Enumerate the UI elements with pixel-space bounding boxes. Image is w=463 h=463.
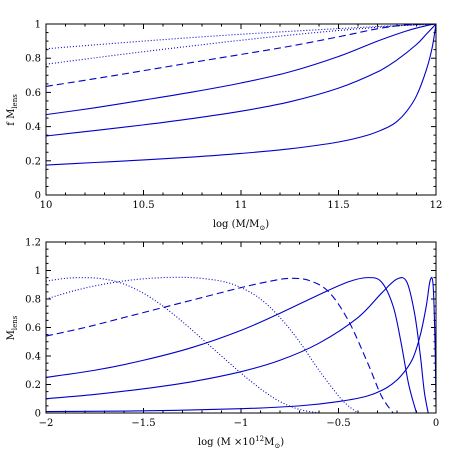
bottom-chart: −2 −1.5 −1 −0.5 0 0 0.2 0.4 0.6 0.8 1 1.2 log (M ×1… [6, 238, 439, 451]
top-chart-xlabel: log (M/M⊙) [213, 219, 269, 232]
bottom-chart-xtick-label: −1 [234, 418, 249, 429]
top-chart-series [45, 23, 437, 166]
bottom-chart-ylabel: Mlens [6, 315, 19, 340]
bottom-chart-ytick-label: 0.4 [25, 352, 41, 363]
bottom-chart-xtick-label: −2 [39, 418, 54, 429]
bottom-chart-series-line-3 [45, 277, 394, 414]
top-chart-series-line-4 [45, 23, 437, 116]
bottom-chart-xtick-label: −1.5 [131, 418, 155, 429]
top-chart-xtick-label: 11.5 [327, 200, 349, 211]
bottom-chart-xtick-label: 0 [433, 418, 439, 429]
bottom-chart-ytick-label: 1 [35, 266, 41, 277]
bottom-chart-ytick-label: 0.8 [25, 295, 41, 306]
top-chart-series-line-6 [45, 23, 437, 166]
top-chart-series-line-1 [45, 23, 437, 50]
top-chart-xtick-label: 12 [430, 200, 443, 211]
top-chart-ytick-label: 0.4 [25, 122, 41, 133]
top-chart-ylabel: f Mlens [6, 94, 19, 126]
top-chart-ytick-label: 0.6 [25, 88, 41, 99]
bottom-chart-series-line-4 [45, 277, 418, 414]
top-chart-xtick-label: 10.5 [132, 200, 154, 211]
top-chart-ytick-label: 0 [35, 191, 41, 202]
top-chart-ticks: 10 10.5 11 11.5 12 0 0.2 0.4 0.6 0.8 1 [25, 20, 442, 212]
top-chart-ytick-label: 0.2 [25, 156, 41, 167]
bottom-chart-ytick-label: 0.2 [25, 380, 41, 391]
top-chart-ytick-label: 1 [35, 20, 41, 31]
bottom-chart-ytick-label: 1.2 [25, 238, 41, 249]
top-chart-series-line-5 [45, 23, 437, 137]
bottom-chart-series-line-5 [45, 277, 429, 414]
top-chart-ytick-label: 0.8 [25, 54, 41, 65]
top-chart-xtick-label: 11 [235, 200, 248, 211]
top-chart-series-line-2 [45, 23, 437, 65]
top-chart-series-line-3 [45, 23, 437, 87]
top-chart-xtick-label: 10 [40, 200, 53, 211]
bottom-chart-ytick-label: 0 [35, 409, 41, 420]
top-chart-frame [45, 23, 437, 196]
bottom-chart-ytick-label: 0.6 [25, 323, 41, 334]
bottom-chart-xlabel: log (M ×1012M⊙) [198, 435, 284, 450]
bottom-chart-series-line-1 [45, 277, 320, 414]
bottom-chart-series [45, 276, 437, 414]
bottom-chart-xtick-label: −0.5 [326, 418, 350, 429]
bottom-chart-series-line-6 [45, 276, 437, 413]
bottom-chart-frame [45, 241, 437, 414]
